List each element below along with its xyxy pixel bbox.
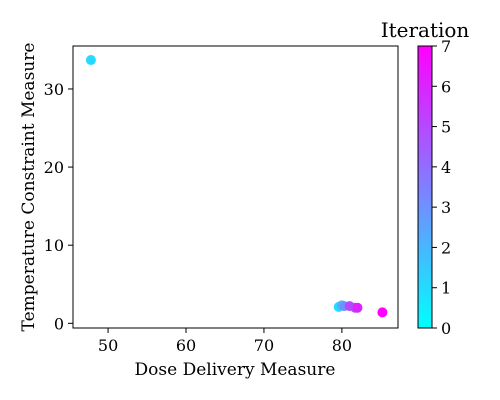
- plot-area: 50 60 70 80 0 10 20 30: [44, 45, 399, 355]
- x-tick-label: 70: [254, 336, 274, 355]
- colorbar: 0 1 2 3 4 5 6 7 Iteration: [381, 18, 470, 338]
- x-tick-label: 50: [98, 336, 118, 355]
- x-axis-ticks: 50 60 70 80: [98, 328, 352, 355]
- x-tick-label: 80: [332, 336, 352, 355]
- data-point: [85, 55, 96, 66]
- colorbar-gradient: [417, 45, 433, 329]
- y-axis-label: Temperature Constraint Measure: [19, 43, 39, 332]
- y-tick-label: 30: [44, 80, 64, 99]
- colorbar-tick-label: 4: [441, 158, 451, 177]
- colorbar-tick-label: 1: [441, 279, 451, 298]
- data-point: [377, 307, 388, 318]
- y-tick-label: 0: [54, 314, 64, 333]
- data-points: [85, 55, 388, 318]
- colorbar-tick-label: 5: [441, 118, 451, 137]
- y-tick-label: 10: [44, 236, 64, 255]
- plot-frame: [72, 45, 399, 329]
- x-axis-label: Dose Delivery Measure: [135, 360, 336, 380]
- colorbar-tick-label: 7: [441, 37, 451, 56]
- data-point: [352, 302, 363, 313]
- y-axis-ticks: 0 10 20 30: [44, 80, 73, 333]
- colorbar-tick-label: 3: [441, 198, 451, 217]
- y-tick-label: 20: [44, 158, 64, 177]
- colorbar-tick-label: 6: [441, 77, 451, 96]
- x-tick-label: 60: [176, 336, 196, 355]
- colorbar-tick-label: 0: [441, 319, 451, 338]
- colorbar-title: Iteration: [381, 18, 470, 42]
- colorbar-ticks: 0 1 2 3 4 5 6 7: [432, 37, 451, 338]
- colorbar-tick-label: 2: [441, 238, 451, 257]
